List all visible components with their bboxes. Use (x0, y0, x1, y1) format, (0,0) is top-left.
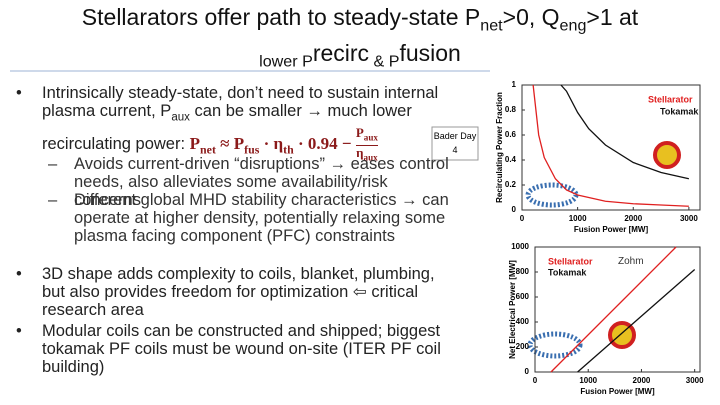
data-line (560, 84, 690, 180)
bullet: • Intrinsically steady-state, don’t need … (16, 84, 452, 164)
bullet-mark: – (48, 191, 58, 209)
x-tick-label: 1000 (569, 214, 587, 223)
text: >1 at (586, 4, 639, 30)
y-tick-label: 200 (516, 342, 530, 351)
y-tick-label: 0 (512, 205, 517, 214)
bullet-mark: – (48, 155, 58, 173)
subscript: aux (363, 132, 378, 143)
x-tick-label: 2000 (624, 214, 642, 223)
bullet: • 3D shape adds complexity to coils, blan… (16, 265, 462, 319)
text: can be smaller → much lower recirculatin… (42, 102, 412, 154)
denominator: ηaux (356, 144, 378, 163)
text: η (356, 144, 364, 160)
plot-frame (534, 246, 701, 373)
y-axis-label: Net Electrical Power [MW] (508, 260, 517, 359)
data-line (550, 246, 677, 373)
x-tick-label: 1000 (579, 376, 597, 385)
slide-title: Stellarators offer path to steady-state … (0, 4, 720, 75)
text: P (189, 134, 201, 154)
sub-bullet: – Avoids current-driven “disruptions” → e… (48, 155, 454, 209)
text: · 0.94 − (293, 134, 356, 154)
y-tick-label: 1000 (511, 242, 529, 251)
bullet: • Modular coils can be constructed and sh… (16, 322, 462, 376)
text: 3D shape adds complexity to coils, blank… (42, 265, 435, 319)
data-line (532, 84, 689, 207)
y-tick-label: 600 (516, 292, 530, 301)
fraction: Paux ηaux (355, 125, 378, 164)
text: Stellarators offer path to steady-state … (81, 4, 481, 30)
note: Zohm (618, 256, 644, 267)
text: fusion (399, 39, 461, 66)
x-tick-label: 0 (533, 376, 538, 385)
text: >0, Q (502, 4, 560, 30)
x-axis-label: Fusion Power [MW] (574, 225, 649, 234)
text: Different global MHD stability character… (74, 191, 449, 245)
legend-label: Stellarator (548, 256, 593, 266)
tokamak-coil-icon (608, 141, 681, 349)
y-axis-label: Recirculating Power Fraction (495, 92, 504, 203)
note-box (431, 126, 479, 161)
text: ≈ P (215, 134, 245, 154)
y-tick-label: 1 (512, 80, 517, 89)
subscript: aux (171, 111, 190, 124)
y-tick-label: 0.2 (505, 180, 517, 189)
text: Avoids current-driven “disruptions” → ea… (74, 155, 449, 209)
note: Bader Day 4 (433, 131, 477, 155)
x-tick-label: 3000 (686, 376, 704, 385)
text: Modular coils can be constructed and shi… (42, 322, 441, 376)
subscript: net (480, 16, 503, 35)
data-line (577, 269, 696, 373)
text: · η (259, 134, 284, 154)
text: recirc (312, 39, 370, 66)
x-tick-label: 3000 (680, 214, 698, 223)
subscript: fus (244, 142, 260, 157)
y-tick-label: 0.4 (505, 155, 517, 164)
y-tick-label: 800 (516, 267, 530, 276)
subscript: aux (363, 152, 378, 163)
y-tick-label: 0 (525, 367, 530, 376)
text: Intrinsically steady-state, don’t need t… (42, 84, 439, 120)
subscript: & P (369, 52, 400, 71)
x-tick-label: 2000 (633, 376, 651, 385)
y-tick-label: 400 (516, 317, 530, 326)
stellarator-coil-icon (525, 182, 583, 359)
y-tick-label: 0.6 (505, 130, 517, 139)
text: P (355, 125, 364, 141)
bullet-mark: • (16, 84, 22, 102)
legend-label: Tokamak (548, 267, 587, 277)
subscript: th (283, 142, 294, 157)
subscript: lower P (259, 52, 313, 71)
legend-label: Tokamak (660, 106, 699, 116)
numerator: Paux (355, 125, 378, 146)
plot-frame (521, 84, 701, 211)
y-tick-label: 0.8 (505, 105, 517, 114)
bullet-mark: • (16, 265, 22, 283)
subscript: eng (559, 16, 587, 35)
subscript: net (200, 142, 216, 157)
x-tick-label: 0 (520, 214, 525, 223)
bullet-mark: • (16, 322, 22, 340)
sub-bullet: – Different global MHD stability characte… (48, 191, 464, 245)
formula: Pnet ≈ Pfus · ηth · 0.94 − Paux ηaux (189, 126, 378, 162)
x-axis-label: Fusion Power [MW] (580, 387, 655, 396)
legend-label: Stellarator (648, 94, 693, 104)
